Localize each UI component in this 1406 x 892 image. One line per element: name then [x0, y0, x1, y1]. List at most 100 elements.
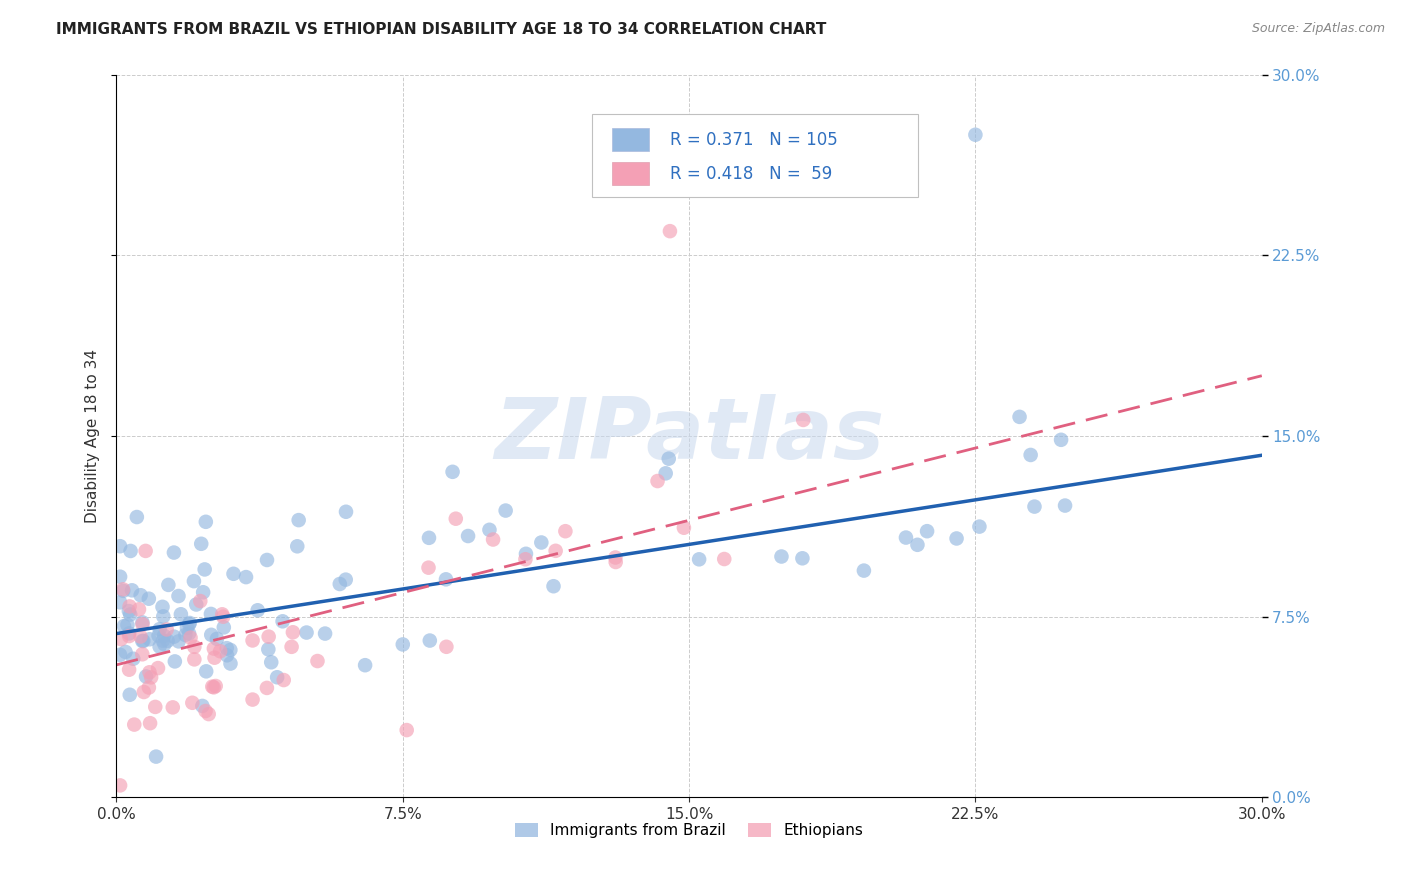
Point [219, 657, 242, 671]
Point [131, 634, 153, 648]
Point [135, 544, 157, 558]
Point [419, 633, 441, 648]
Point [434, 572, 457, 586]
Point [222, 566, 245, 581]
Point [122, 717, 145, 731]
Point [335, 505, 357, 519]
Point [145, 749, 167, 764]
Point [1019, 448, 1042, 462]
Text: R = 0.418   N =  59: R = 0.418 N = 59 [669, 164, 832, 183]
Point [605, 550, 627, 565]
Point [658, 451, 681, 466]
Point [128, 602, 150, 616]
Point [131, 647, 153, 661]
Point [118, 599, 141, 614]
Point [152, 633, 174, 648]
Point [125, 510, 148, 524]
Point [202, 641, 225, 656]
Point [122, 652, 145, 666]
Point [110, 632, 132, 646]
FancyBboxPatch shape [612, 162, 650, 186]
Point [149, 640, 172, 654]
Point [156, 633, 179, 648]
Point [167, 589, 190, 603]
Point [246, 603, 269, 617]
Point [915, 524, 938, 538]
Point [181, 696, 204, 710]
Point [194, 562, 217, 576]
Point [108, 778, 131, 792]
Point [792, 413, 814, 427]
Point [132, 685, 155, 699]
Point [174, 628, 197, 642]
Point [554, 524, 576, 539]
Point [211, 607, 233, 622]
Point [129, 588, 152, 602]
Point [162, 700, 184, 714]
Point [482, 533, 505, 547]
Point [271, 615, 294, 629]
Point [969, 519, 991, 533]
Point [1054, 499, 1077, 513]
Point [152, 599, 174, 614]
Text: IMMIGRANTS FROM BRAZIL VS ETHIOPIAN DISABILITY AGE 18 TO 34 CORRELATION CHART: IMMIGRANTS FROM BRAZIL VS ETHIOPIAN DISA… [56, 22, 827, 37]
Text: ZIPatlas: ZIPatlas [494, 394, 884, 477]
Point [530, 535, 553, 549]
Point [281, 625, 304, 640]
Point [108, 570, 131, 584]
Point [190, 537, 212, 551]
Point [138, 632, 160, 647]
Point [179, 615, 201, 630]
Point [135, 669, 157, 683]
Point [1024, 500, 1046, 514]
Point [163, 654, 186, 668]
Point [713, 552, 735, 566]
Point [194, 515, 217, 529]
Point [212, 620, 235, 634]
Point [188, 594, 211, 608]
Point [852, 564, 875, 578]
Point [132, 634, 155, 648]
Text: Source: ZipAtlas.com: Source: ZipAtlas.com [1251, 22, 1385, 36]
Point [395, 723, 418, 737]
Point [111, 582, 134, 597]
Point [280, 640, 302, 654]
Point [257, 642, 280, 657]
Point [170, 607, 193, 622]
Point [441, 465, 464, 479]
Point [1008, 409, 1031, 424]
Point [354, 658, 377, 673]
Point [688, 552, 710, 566]
Point [202, 681, 225, 695]
Point [118, 604, 141, 618]
Point [139, 670, 162, 684]
Point [418, 531, 440, 545]
Point [444, 512, 467, 526]
Point [194, 704, 217, 718]
Point [191, 585, 214, 599]
Point [152, 609, 174, 624]
Point [163, 545, 186, 559]
Point [434, 640, 457, 654]
Point [204, 679, 226, 693]
Point [120, 607, 142, 622]
Point [153, 629, 176, 643]
Point [215, 641, 238, 656]
Point [256, 681, 278, 695]
Point [118, 629, 141, 643]
Point [242, 692, 264, 706]
Point [287, 513, 309, 527]
Point [118, 626, 141, 640]
Point [260, 655, 283, 669]
Point [515, 552, 537, 566]
Point [894, 531, 917, 545]
Point [180, 631, 202, 645]
Point [138, 665, 160, 680]
Point [114, 645, 136, 659]
Point [108, 539, 131, 553]
Point [167, 634, 190, 648]
Text: R = 0.371   N = 105: R = 0.371 N = 105 [669, 130, 838, 149]
Point [176, 621, 198, 635]
Point [391, 637, 413, 651]
Point [183, 574, 205, 589]
